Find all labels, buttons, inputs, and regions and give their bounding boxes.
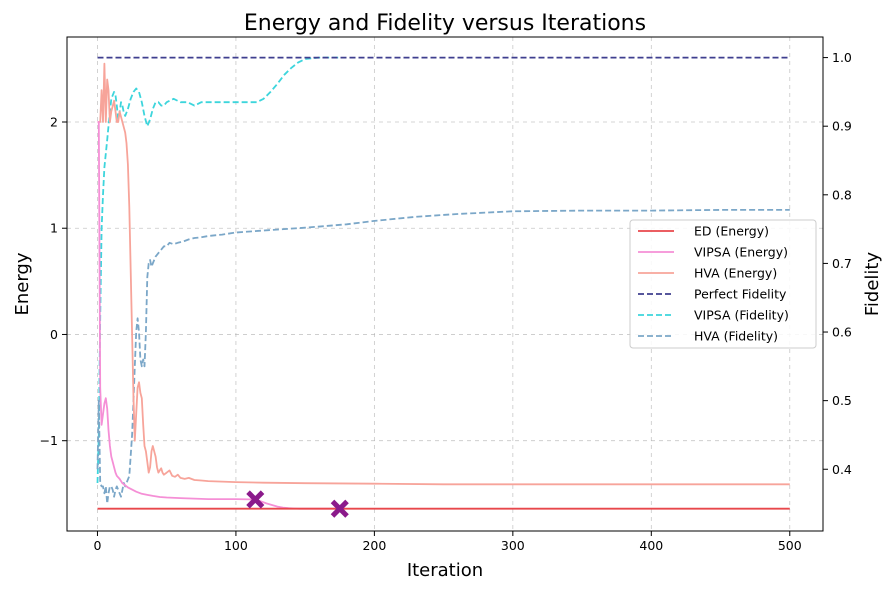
marker-layer [246, 490, 349, 518]
right-y-tick-label: 0.5 [832, 393, 852, 408]
series-layer [96, 56, 790, 510]
x-tick-label: 100 [224, 538, 248, 553]
x-axis: 0 100 200 300 400 500 [93, 531, 802, 553]
x-tick-label: 400 [639, 538, 663, 553]
left-y-tick-label: 0 [50, 327, 58, 342]
legend-label-vipsa-energy: VIPSA (Energy) [694, 245, 788, 260]
x-tick-label: 300 [501, 538, 525, 553]
left-y-tick-label: −1 [40, 433, 58, 448]
x-tick-label: 0 [93, 538, 101, 553]
left-y-tick-label: 2 [50, 114, 58, 129]
series-line-hva-fidelity [96, 208, 790, 505]
right-y-axis: 0.4 0.5 0.6 0.7 0.8 0.9 1.0 [823, 50, 852, 477]
legend-label-ed-energy: ED (Energy) [694, 224, 769, 239]
legend-label-hva-energy: HVA (Energy) [694, 266, 777, 281]
right-y-tick-label: 0.9 [832, 119, 852, 134]
legend: ED (Energy) VIPSA (Energy) HVA (Energy) Per… [629, 219, 817, 349]
right-y-tick-label: 0.7 [832, 256, 852, 271]
left-y-axis: −1 0 1 2 [40, 114, 67, 448]
right-y-tick-label: 0.4 [832, 462, 852, 477]
series-line-hva-energy [97, 62, 790, 486]
x-tick-label: 500 [778, 538, 802, 553]
left-y-tick-label: 1 [50, 221, 58, 236]
x-marker-1 [246, 490, 265, 509]
chart-title: Energy and Fidelity versus Iterations [244, 11, 646, 36]
right-y-axis-label: Fidelity [862, 252, 883, 317]
left-y-axis-label: Energy [12, 252, 33, 315]
legend-label-perfect-fidelity: Perfect Fidelity [694, 287, 787, 302]
x-axis-label: Iteration [407, 560, 483, 581]
right-y-tick-label: 0.8 [832, 187, 852, 202]
legend-box [629, 219, 817, 349]
legend-label-hva-fidelity: HVA (Fidelity) [694, 329, 778, 344]
right-y-tick-label: 1.0 [832, 50, 852, 65]
right-y-tick-label: 0.6 [832, 325, 852, 340]
x-tick-label: 200 [362, 538, 386, 553]
legend-label-vipsa-fidelity: VIPSA (Fidelity) [694, 308, 789, 323]
plot-frame [66, 36, 824, 532]
x-marker-2 [330, 499, 349, 518]
grid [67, 37, 823, 531]
series-line-vipsa-energy [97, 121, 340, 510]
